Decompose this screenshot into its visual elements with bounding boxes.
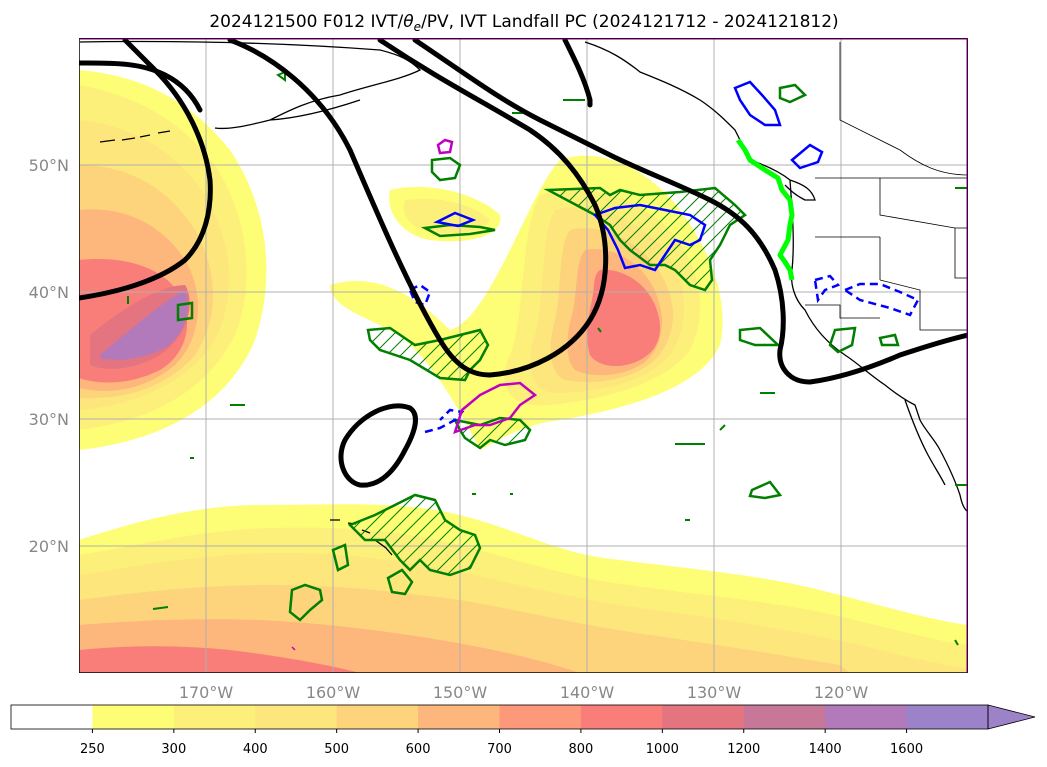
map-title: 2024121500 F012 IVT/θe/PV, IVT Landfall … <box>209 12 838 34</box>
pv-contour-dashed <box>842 282 920 317</box>
colorbar-swatch <box>662 705 745 729</box>
lon-tick-label: 150°W <box>433 683 488 702</box>
colorbar-tick-label: 1200 <box>727 742 760 757</box>
colorbar-swatch <box>580 705 663 729</box>
colorbar-tick-label: 500 <box>324 742 349 757</box>
pv-contour <box>291 646 296 651</box>
pv-contour <box>790 143 824 170</box>
lon-tick-label: 140°W <box>560 683 615 702</box>
ivt-level-1400 <box>100 290 188 360</box>
pv-contour <box>738 326 782 347</box>
ivt-level-800 <box>79 646 360 673</box>
plot-frame-accents <box>79 38 968 673</box>
theta-e-contour <box>338 403 418 488</box>
ivt-level-800 <box>587 269 660 367</box>
lat-tick-label: 30°N <box>29 410 69 429</box>
colorbar-swatch <box>418 705 500 729</box>
pv-contour <box>430 156 462 182</box>
canada-province-border <box>839 42 968 176</box>
colorbar-tick-label: 300 <box>161 742 186 757</box>
pv-negative-contours <box>408 80 920 434</box>
colorbar-swatch <box>499 705 582 729</box>
pv-contour <box>433 211 477 228</box>
pv-contour <box>748 480 783 500</box>
us-state-borders <box>805 178 968 331</box>
theta-e-contours <box>79 38 968 488</box>
theta-e-contour <box>562 38 593 108</box>
lon-tick-label: 160°W <box>306 683 361 702</box>
colorbar-swatch <box>173 705 256 729</box>
pv-contour <box>778 83 808 104</box>
pv-contour <box>366 326 490 382</box>
colorbar-tick-label: 400 <box>243 742 268 757</box>
colorbar-swatch <box>336 705 419 729</box>
pv-contour <box>288 583 324 622</box>
plot-area <box>79 38 968 673</box>
colorbar-swatch <box>92 705 175 729</box>
colorbar-swatch <box>255 705 338 729</box>
pv-contour <box>331 543 350 572</box>
theta-e-contour <box>79 60 203 113</box>
colorbar-swatch <box>11 705 93 729</box>
colorbar-swatch <box>906 705 989 729</box>
colorbar-tick-label: 1000 <box>646 742 679 757</box>
theta-e-contour <box>227 38 609 378</box>
longitude-tick-labels: 170°W 160°W 150°W 140°W 130°W 120°W <box>179 683 869 702</box>
gridlines <box>79 38 968 673</box>
colorbar-tick-label: 700 <box>487 742 512 757</box>
colorbar-tick-label: 250 <box>80 742 105 757</box>
pv-contour-dashed <box>424 408 465 434</box>
theta-e-contour <box>412 38 968 385</box>
ivt-landfall-line <box>735 138 795 281</box>
pv-positive-contours <box>127 70 968 646</box>
colorbar-swatch <box>825 705 908 729</box>
political-borders <box>805 42 968 331</box>
baja-california <box>904 399 946 486</box>
pv-contour-dashed <box>813 274 841 304</box>
lon-tick-label: 120°W <box>814 683 869 702</box>
latitude-tick-labels: 50°N 40°N 30°N 20°N <box>29 156 69 556</box>
pv-high-contours <box>291 138 538 651</box>
pv-contour <box>733 80 782 127</box>
pv-contour <box>436 138 454 155</box>
colorbar-tick-label: 1400 <box>809 742 842 757</box>
colorbar-tick-label: 800 <box>569 742 594 757</box>
pv-contour-dashed <box>408 283 432 307</box>
lat-tick-label: 50°N <box>29 156 69 175</box>
pv-contour <box>453 381 538 435</box>
lon-tick-label: 170°W <box>179 683 234 702</box>
lon-tick-label: 130°W <box>687 683 742 702</box>
pv-contour <box>176 301 194 322</box>
colorbar-tick-label: 600 <box>406 742 431 757</box>
pv-contour <box>878 333 900 347</box>
ivt-colorbar: 250 300 400 500 600 700 800 1000 1200 1400 1600 <box>10 704 1036 757</box>
pv-contour <box>386 568 414 596</box>
lat-tick-label: 20°N <box>29 537 69 556</box>
theta-e-contour <box>79 38 213 301</box>
colorbar-extend-arrow <box>987 704 1036 730</box>
pv-contour <box>592 203 707 272</box>
colorbar-tick-label: 1600 <box>890 742 923 757</box>
lat-tick-label: 40°N <box>29 283 69 302</box>
aleutian-islands <box>99 130 171 143</box>
alaska-coastline <box>79 40 422 130</box>
pv-contour <box>347 493 482 577</box>
pv-contour <box>828 326 857 354</box>
coastlines <box>79 40 968 556</box>
pv-contour <box>127 70 968 646</box>
colorbar-swatch <box>743 705 826 729</box>
